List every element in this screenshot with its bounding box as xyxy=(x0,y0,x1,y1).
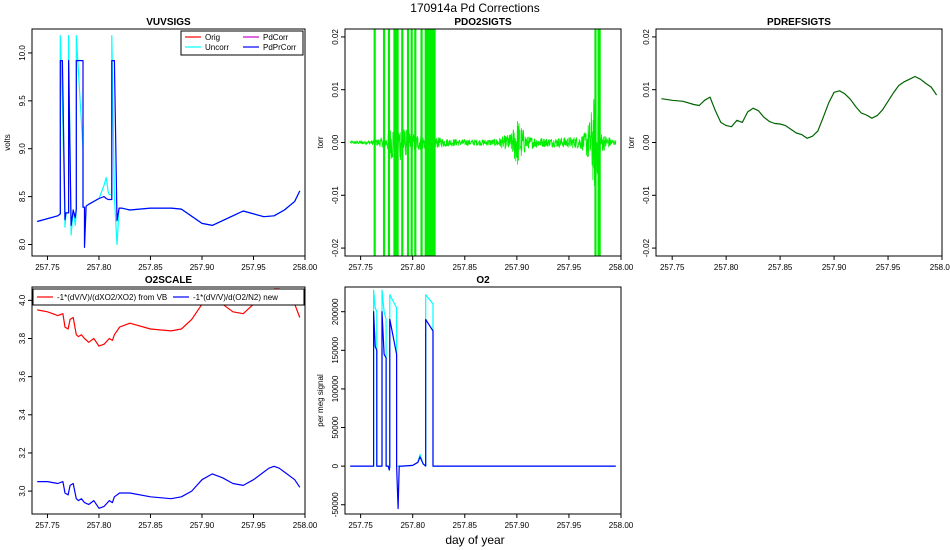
x-tick-label: 257.75 xyxy=(35,263,60,272)
legend-entry: Orig xyxy=(205,33,220,42)
plot-frame xyxy=(344,286,622,515)
plot-frame xyxy=(31,286,306,515)
y-tick-label: 8.0 xyxy=(18,238,27,250)
legend-entry: PdCorr xyxy=(263,33,289,42)
y-axis-label: torr xyxy=(627,136,636,148)
x-tick-label: 257.80 xyxy=(400,521,425,530)
x-tick-label: 257.85 xyxy=(453,521,478,530)
panel-title: PDO2SIGTS xyxy=(454,17,512,28)
x-tick-label: 257.95 xyxy=(557,521,582,530)
y-tick-label: 0.01 xyxy=(642,81,651,97)
x-tick-label: 257.80 xyxy=(400,263,425,272)
x-tick-label: 258.00 xyxy=(930,263,950,272)
x-tick-label: 257.75 xyxy=(348,521,373,530)
y-tick-label: 100000 xyxy=(331,375,340,402)
y-tick-label: -0.01 xyxy=(642,186,651,205)
x-tick-label: 257.95 xyxy=(876,263,901,272)
y-tick-label: 0 xyxy=(331,463,340,468)
y-tick-label: 0.01 xyxy=(331,81,340,97)
plot-area xyxy=(37,35,301,248)
y-tick-label: -0.02 xyxy=(331,238,340,257)
y-tick-label: -0.02 xyxy=(642,238,651,257)
y-tick-label: 0.02 xyxy=(331,29,340,45)
plot-area xyxy=(661,75,938,139)
y-tick-label: 9.5 xyxy=(18,95,27,107)
y-tick-label: 3.2 xyxy=(18,447,27,459)
x-tick-label: 257.80 xyxy=(87,521,112,530)
x-tick-label: 257.80 xyxy=(87,263,112,272)
x-tick-label: 257.85 xyxy=(453,263,478,272)
y-tick-label: 10.0 xyxy=(18,45,27,61)
y-tick-label: 0.02 xyxy=(642,29,651,45)
x-tick-label: 257.85 xyxy=(768,263,793,272)
legend-entry: -1*(dV/V)/d(O2/N2) new xyxy=(193,293,278,302)
plot-area xyxy=(349,29,617,256)
legend: -1*(dV/V)/(dXO2/XO2) from VB -1*(dV/V)/d(… xyxy=(32,288,305,306)
y-tick-label: -50000 xyxy=(331,492,340,517)
x-tick-label: 257.75 xyxy=(35,521,60,530)
panel-pdo2sigts: PDO2SIGTS torr 257.75 257.80 257.85 257.90 257… xyxy=(316,17,634,272)
panel-vuvsigs: VUVSIGS volts 257.75 257.80 257.85 257.90 257.… xyxy=(3,17,318,272)
panel-title: O2 xyxy=(476,275,490,286)
x-tick-label: 257.95 xyxy=(241,521,266,530)
y-tick-label: 3.0 xyxy=(18,485,27,497)
x-tick-label: 258.00 xyxy=(293,263,318,272)
y-axis-label: per meg signal xyxy=(316,374,325,427)
legend-entry: -1*(dV/V)/(dXO2/XO2) from VB xyxy=(57,293,167,302)
x-tick-label: 258.00 xyxy=(609,263,634,272)
y-tick-label: 0.00 xyxy=(642,134,651,150)
y-tick-label: 3.4 xyxy=(18,409,27,421)
x-tick-label: 258.00 xyxy=(293,521,318,530)
figure-title: 170914a Pd Corrections xyxy=(410,1,539,15)
legend-box xyxy=(180,30,304,56)
x-tick-label: 257.85 xyxy=(138,521,163,530)
x-tick-label: 257.90 xyxy=(190,521,215,530)
panel-title: VUVSIGS xyxy=(146,17,191,28)
panel-pdrefsigts: PDREFSIGTS torr 257.75 257.80 257.85 257.90 25… xyxy=(627,17,950,272)
y-tick-label: 8.5 xyxy=(18,191,27,203)
y-tick-label: 4.0 xyxy=(18,294,27,306)
x-tick-label: 257.90 xyxy=(822,263,847,272)
y-tick-label: 3.8 xyxy=(18,332,27,344)
y-tick-label: -0.01 xyxy=(331,186,340,205)
series-line-1 xyxy=(37,465,301,509)
x-tick-label: 258.00 xyxy=(609,521,634,530)
panel-title: PDREFSIGTS xyxy=(767,17,831,28)
y-tick-label: 50000 xyxy=(331,416,340,439)
series-line-1 xyxy=(37,60,301,248)
series-line-1 xyxy=(350,311,616,510)
panel-o2scale: O2SCALE 257.75 257.80 257.85 257.90 257.95 258… xyxy=(18,275,318,530)
x-tick-label: 257.90 xyxy=(505,521,530,530)
x-tick-label: 257.95 xyxy=(557,263,582,272)
y-axis-label: torr xyxy=(316,136,325,148)
x-tick-label: 257.75 xyxy=(660,263,685,272)
y-tick-label: 150000 xyxy=(331,336,340,363)
panel-title: O2SCALE xyxy=(145,275,193,286)
y-axis-label: volts xyxy=(3,134,12,150)
y-tick-label: 200000 xyxy=(331,298,340,325)
x-tick-label: 257.90 xyxy=(190,263,215,272)
plot-area xyxy=(350,289,616,510)
x-tick-label: 257.85 xyxy=(138,263,163,272)
panel-o2: O2 per meg signal 257.75 257.80 257.85 257.90… xyxy=(316,275,634,530)
x-tick-label: 257.95 xyxy=(241,263,266,272)
legend-entry: Uncorr xyxy=(205,43,229,52)
series-line-0 xyxy=(661,75,938,139)
y-tick-label: 3.6 xyxy=(18,371,27,383)
x-tick-label: 257.80 xyxy=(714,263,739,272)
x-tick-label: 257.75 xyxy=(348,263,373,272)
legend-box xyxy=(32,288,305,306)
y-tick-label: 9.0 xyxy=(18,143,27,155)
figure-xlabel: day of year xyxy=(445,533,504,547)
y-tick-label: 0.00 xyxy=(331,134,340,150)
x-tick-label: 257.90 xyxy=(505,263,530,272)
plot-frame xyxy=(31,28,306,257)
legend-entry: PdPrCorr xyxy=(263,43,297,52)
